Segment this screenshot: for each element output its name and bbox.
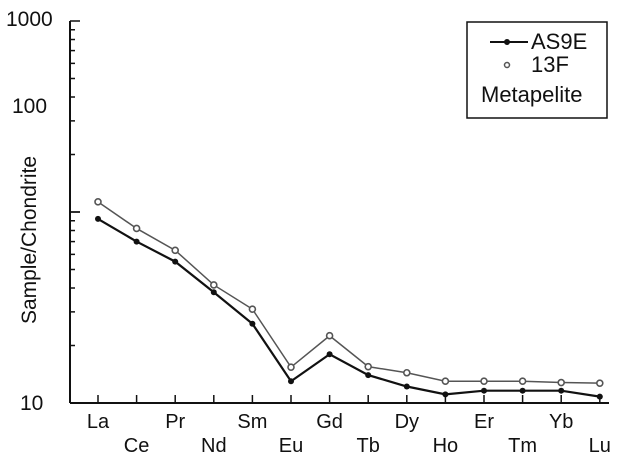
- data-point: [132, 224, 141, 233]
- data-point: [325, 331, 334, 340]
- series-line: [97, 217, 600, 398]
- data-point: [210, 289, 217, 296]
- legend-label-13f: 13F: [531, 52, 569, 77]
- y-axis-tick-labels: 10 100 1000: [6, 8, 53, 415]
- data-point: [442, 391, 449, 398]
- data-point: [595, 379, 604, 387]
- data-point: [326, 351, 333, 358]
- data-point: [210, 281, 218, 289]
- y-axis-title: Sample/Chondrite: [18, 156, 41, 324]
- legend-label-as9e: AS9E: [531, 29, 587, 54]
- legend-note-metapelite: Metapelite: [481, 82, 583, 107]
- data-point: [558, 387, 565, 394]
- data-point: [519, 387, 526, 394]
- y-tick-label-10: 10: [20, 392, 43, 415]
- series-13f: [94, 198, 604, 387]
- data-point: [171, 246, 179, 255]
- data-point: [364, 362, 373, 371]
- data-point: [94, 198, 102, 206]
- y-tick-label-1000: 1000: [6, 8, 53, 31]
- data-point: [480, 377, 488, 386]
- legend-box: [466, 21, 608, 119]
- data-point: [518, 377, 527, 386]
- x-tick-label: Pr: [165, 411, 185, 433]
- x-tick-label: Lu: [589, 435, 611, 457]
- y-axis-ticks: [70, 20, 80, 404]
- data-point: [402, 368, 411, 377]
- x-tick-label: La: [87, 411, 110, 433]
- data-point: [596, 393, 603, 400]
- data-point: [172, 258, 179, 265]
- y-tick-label-100: 100: [12, 95, 47, 118]
- data-point: [95, 215, 101, 222]
- x-tick-label: Ce: [124, 435, 150, 457]
- x-tick-label: Sm: [237, 411, 267, 433]
- x-tick-label: Yb: [549, 411, 573, 433]
- x-tick-label: Tm: [508, 435, 537, 457]
- x-tick-label: Eu: [279, 435, 303, 457]
- x-tick-label: Er: [474, 411, 494, 433]
- legend: AS9E 13F Metapelite: [466, 21, 608, 119]
- series-as9e: [95, 215, 603, 400]
- x-tick-label: Ho: [433, 435, 459, 457]
- data-point: [441, 377, 450, 386]
- x-tick-label: Gd: [316, 411, 343, 433]
- data-point: [557, 378, 566, 387]
- data-point: [403, 383, 410, 390]
- data-point: [249, 320, 256, 327]
- x-tick-label: Nd: [201, 435, 227, 457]
- data-point: [287, 363, 295, 371]
- data-point: [133, 238, 140, 245]
- legend-marker-13f-dot: [503, 61, 511, 69]
- x-tick-label: Tb: [357, 435, 380, 457]
- data-point: [248, 305, 257, 313]
- series-line: [97, 201, 600, 384]
- legend-marker-as9e-dot: [504, 39, 510, 45]
- series-layer: [94, 198, 604, 400]
- data-point: [481, 387, 487, 394]
- data-point: [288, 378, 294, 385]
- data-point: [365, 372, 372, 379]
- x-axis-category-labels: La Ce Pr Nd Sm Eu Gd Tb Dy Ho Er Tm Yb Lu: [87, 395, 611, 457]
- x-tick-label: Dy: [395, 411, 419, 433]
